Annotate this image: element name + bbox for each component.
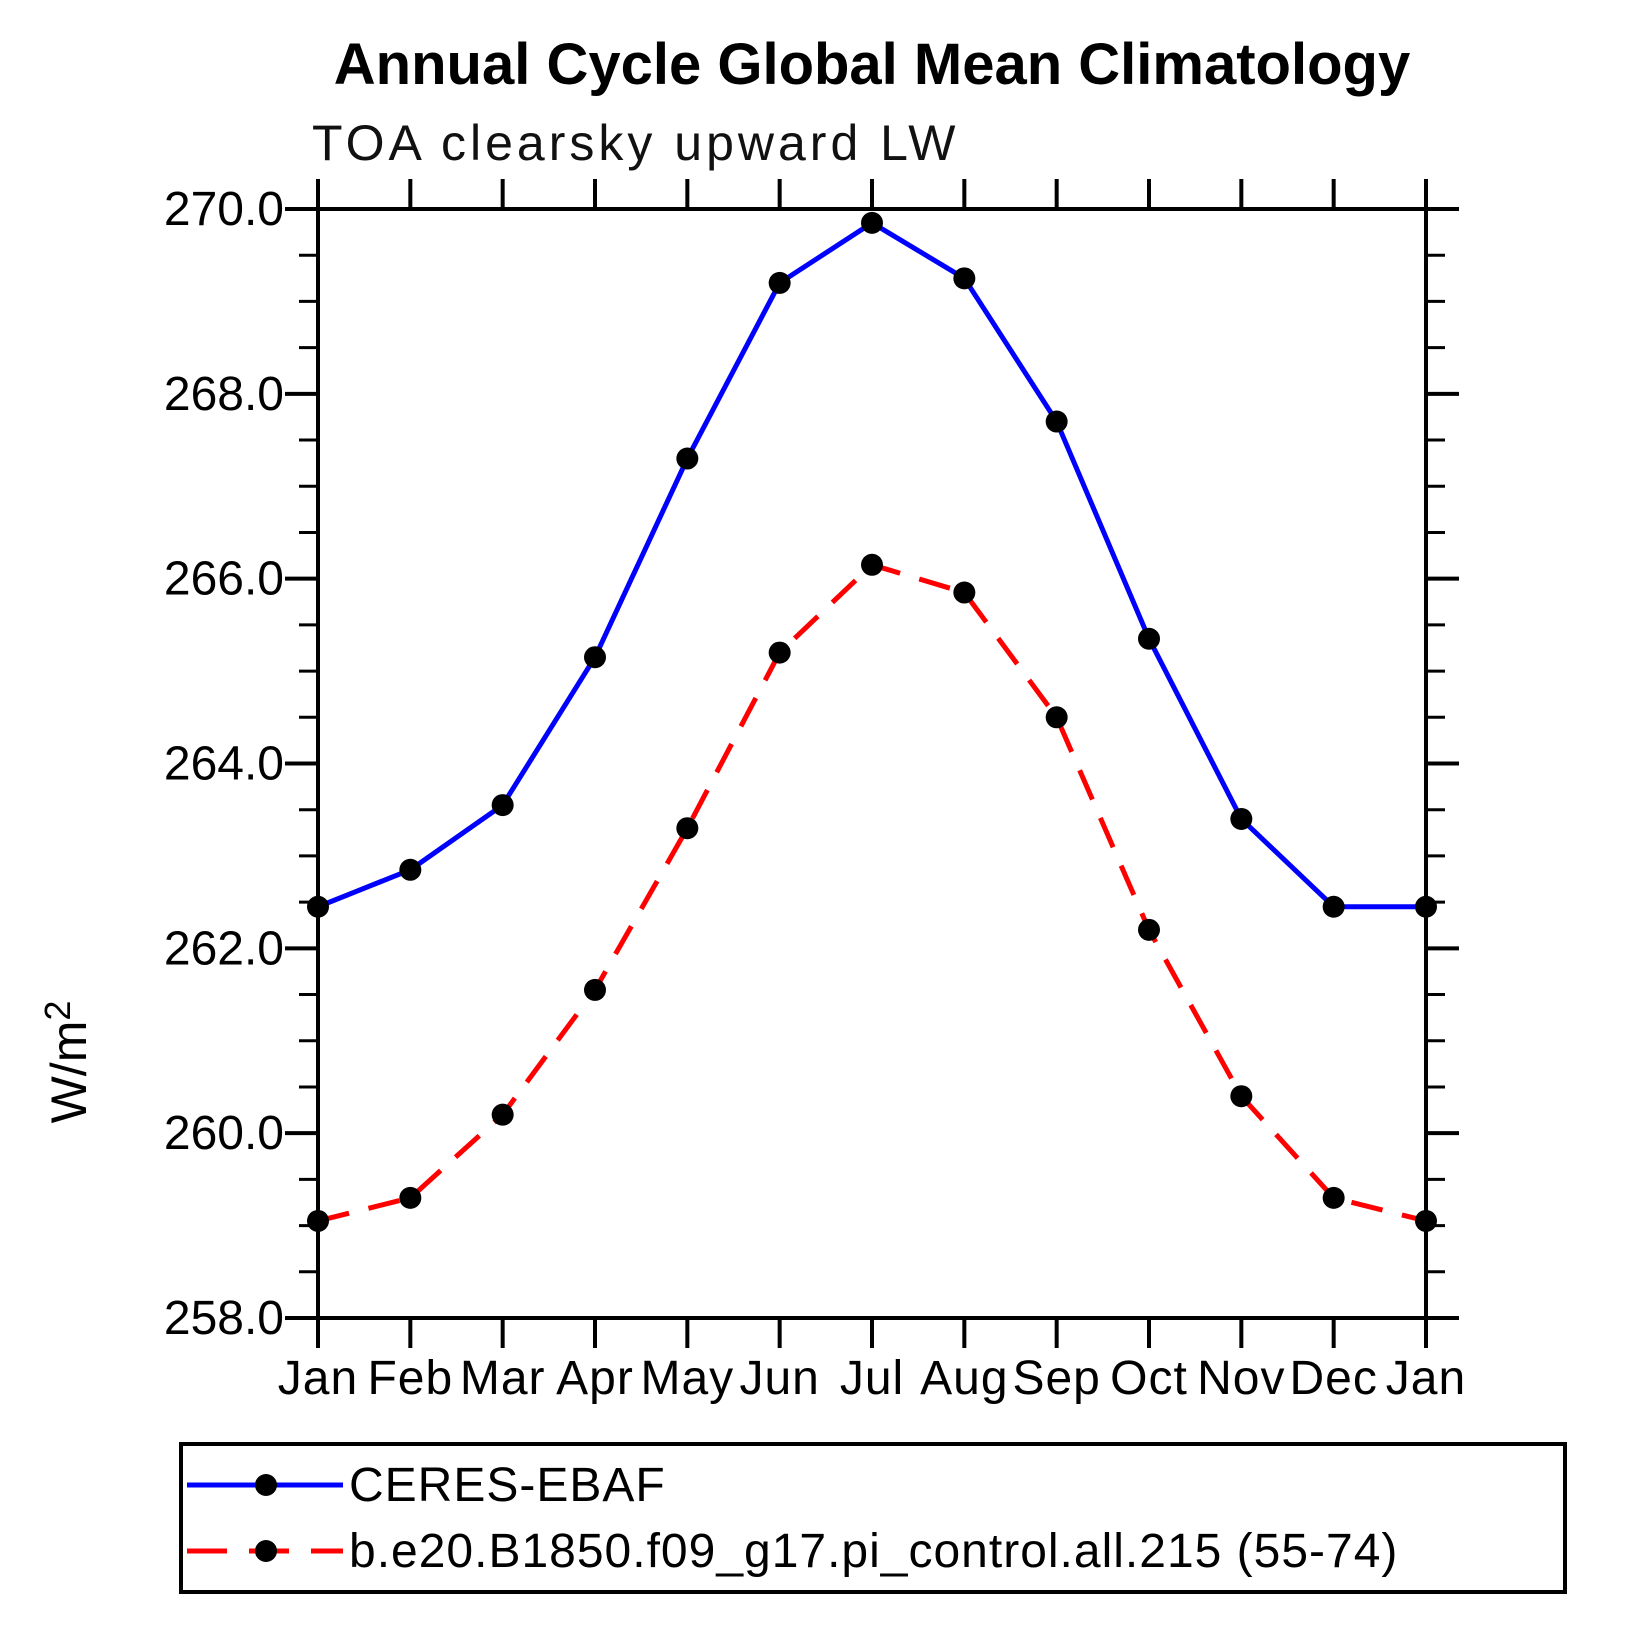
data-point-marker bbox=[1415, 895, 1437, 918]
y-tick-label: 258.0 bbox=[164, 1292, 284, 1345]
data-point-marker bbox=[307, 895, 329, 918]
data-point-marker bbox=[1045, 706, 1068, 729]
x-tick-label: Sep bbox=[1012, 1352, 1100, 1405]
data-point-marker bbox=[861, 553, 883, 576]
x-tick-label: May bbox=[640, 1352, 734, 1405]
data-point-marker bbox=[491, 794, 514, 817]
legend-label-model: b.e20.B1850.f09_g17.pi_control.all.215 (… bbox=[349, 1525, 1398, 1578]
legend-entry-model: b.e20.B1850.f09_g17.pi_control.all.215 (… bbox=[187, 1525, 1398, 1578]
data-point-marker bbox=[584, 646, 606, 669]
data-point-marker bbox=[491, 1103, 514, 1126]
data-point-marker bbox=[676, 447, 699, 470]
x-tick-label: Feb bbox=[367, 1352, 453, 1405]
data-point-marker bbox=[1230, 1085, 1253, 1108]
x-tick-label: Jun bbox=[739, 1352, 819, 1405]
axis-ticks bbox=[285, 179, 1459, 1348]
data-point-marker bbox=[1138, 627, 1160, 650]
y-tick-label: 260.0 bbox=[164, 1107, 284, 1160]
data-point-marker bbox=[953, 581, 976, 604]
x-tick-label: Oct bbox=[1110, 1352, 1188, 1405]
y-axis-label-base: W/m bbox=[41, 1021, 97, 1124]
chart-title: Annual Cycle Global Mean Climatology bbox=[334, 32, 1410, 97]
legend: CERES-EBAF b.e20.B1850.f09_g17.pi_contro… bbox=[179, 1442, 1567, 1594]
y-tick-label: 262.0 bbox=[164, 922, 284, 975]
series-layer bbox=[307, 211, 1437, 1232]
x-tick-label: Jan bbox=[1386, 1352, 1466, 1405]
x-tick-label: Jan bbox=[278, 1352, 358, 1405]
data-point-marker bbox=[399, 1186, 422, 1209]
legend-entry-ceres: CERES-EBAF bbox=[187, 1459, 666, 1512]
y-axis-label: W/m2 bbox=[37, 1001, 97, 1124]
data-point-marker bbox=[1322, 1186, 1345, 1209]
y-tick-label: 270.0 bbox=[164, 183, 284, 236]
chart-subtitle: TOA clearsky upward LW bbox=[312, 115, 959, 171]
data-point-marker bbox=[1322, 895, 1345, 918]
series-line-model bbox=[317, 562, 1427, 1224]
data-point-marker bbox=[1230, 807, 1253, 830]
data-point-marker bbox=[861, 211, 883, 234]
y-tick-label: 266.0 bbox=[164, 553, 284, 606]
x-tick-label: Dec bbox=[1289, 1352, 1377, 1405]
y-axis-label-superscript: 2 bbox=[37, 1001, 78, 1021]
data-point-marker bbox=[1045, 410, 1068, 433]
data-point-marker bbox=[768, 641, 791, 664]
x-tick-label: Aug bbox=[920, 1352, 1008, 1405]
y-tick-label: 264.0 bbox=[164, 738, 284, 791]
data-point-marker bbox=[953, 267, 976, 290]
legend-marker-dot bbox=[255, 1540, 277, 1562]
data-point-marker bbox=[307, 1209, 329, 1232]
x-tick-label: Apr bbox=[556, 1352, 634, 1405]
data-point-marker bbox=[676, 817, 699, 840]
data-point-marker bbox=[1138, 918, 1160, 941]
legend-label-ceres: CERES-EBAF bbox=[349, 1459, 666, 1512]
data-point-marker bbox=[399, 858, 422, 881]
x-tick-label: Nov bbox=[1197, 1352, 1285, 1405]
data-point-marker bbox=[768, 271, 791, 294]
data-point-marker bbox=[1415, 1209, 1437, 1232]
data-point-marker bbox=[584, 978, 606, 1001]
y-tick-label: 268.0 bbox=[164, 368, 284, 421]
legend-marker-dot bbox=[255, 1474, 277, 1496]
tick-labels: Jan Feb Mar Apr May Jun Jul Aug Sep Oct Nov Dec Jan2… bbox=[164, 183, 1466, 1405]
x-tick-label: Jul bbox=[840, 1352, 904, 1405]
legend-box bbox=[179, 1442, 1567, 1594]
plot-border bbox=[316, 207, 1428, 1320]
x-tick-label: Mar bbox=[460, 1352, 546, 1405]
